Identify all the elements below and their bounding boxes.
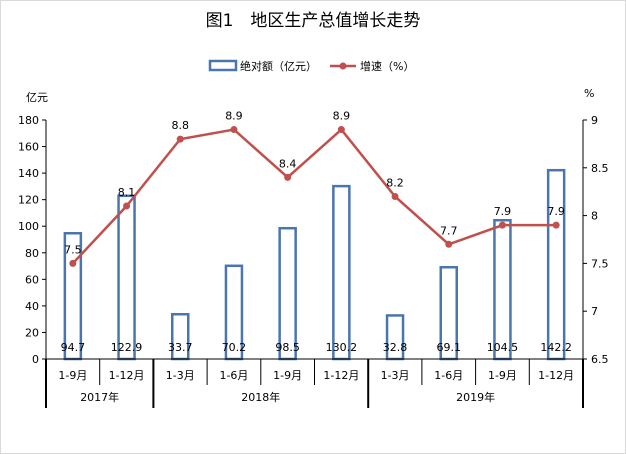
- right-tick-label: 7.5: [591, 257, 609, 270]
- right-tick-label: 6.5: [591, 353, 609, 366]
- right-tick-label: 9: [591, 114, 598, 127]
- growth-point: [176, 135, 184, 143]
- growth-point: [284, 173, 292, 181]
- growth-point: [498, 221, 506, 229]
- bar-value-label: 122.9: [111, 341, 143, 354]
- legend-line-marker: [339, 62, 347, 70]
- growth-value-label: 8.1: [118, 186, 136, 199]
- category-label: 1-6月: [434, 369, 463, 382]
- category-label: 1-12月: [323, 369, 359, 382]
- bar: [332, 184, 351, 361]
- left-tick-label: 160: [18, 141, 39, 154]
- growth-value-label: 8.2: [386, 176, 404, 189]
- growth-value-label: 8.9: [225, 110, 243, 123]
- bar-value-label: 69.1: [437, 341, 462, 354]
- bar-value-label: 70.2: [222, 341, 247, 354]
- right-tick-label: 8.5: [591, 162, 609, 175]
- bar-value-label: 142.2: [540, 341, 572, 354]
- year-label: 2017年: [80, 390, 119, 404]
- right-axis-unit: %: [584, 87, 594, 100]
- bar: [546, 168, 566, 361]
- growth-point: [123, 202, 131, 210]
- bar-value-label: 98.5: [275, 341, 300, 354]
- growth-point: [337, 126, 345, 134]
- chart-title: 图1 地区生产总值增长走势: [206, 11, 421, 31]
- category-label: 1-9月: [58, 369, 87, 382]
- line-series: 7.5 8.1 8.8 8.9 8.4 8.9 8.2 7.7 7.9 7.9: [64, 110, 565, 267]
- bar: [493, 218, 512, 361]
- left-axis-unit: 亿元: [26, 91, 48, 104]
- right-tick-label: 7: [591, 305, 598, 318]
- left-tick-label: 140: [18, 167, 39, 180]
- category-label: 1-3月: [166, 369, 195, 382]
- category-label: 1-9月: [273, 369, 302, 382]
- growth-value-label: 7.9: [494, 205, 512, 218]
- growth-value-label: 8.4: [279, 157, 297, 170]
- bar-value-label: 94.7: [61, 341, 86, 354]
- growth-point: [391, 192, 399, 200]
- category-axis: 1-9月 1-12月 1-3月 1-6月 1-9月 1-12月 1-3月 1-6月 1-9月 1-…: [45, 359, 584, 408]
- growth-value-label: 7.7: [440, 224, 458, 237]
- left-tick-label: 0: [32, 353, 39, 366]
- bar-value-label: 32.8: [383, 341, 408, 354]
- left-tick-label: 60: [25, 273, 39, 286]
- bar: [117, 194, 136, 361]
- year-label: 2018年: [241, 390, 280, 404]
- growth-value-label: 7.5: [64, 243, 82, 256]
- left-tick-label: 180: [18, 114, 39, 127]
- bar-value-label: 130.2: [326, 341, 358, 354]
- year-label: 2019年: [456, 390, 495, 404]
- growth-point: [69, 259, 77, 267]
- right-axis-ticks: 6.5 7 7.5 8 8.5 9: [583, 114, 609, 366]
- growth-point: [445, 240, 453, 248]
- left-tick-label: 40: [25, 300, 39, 313]
- left-tick-label: 20: [25, 326, 39, 339]
- left-tick-label: 100: [18, 220, 39, 233]
- category-label: 1-12月: [109, 369, 145, 382]
- bar-value-label: 104.5: [487, 341, 519, 354]
- left-tick-label: 80: [25, 247, 39, 260]
- growth-value-label: 8.8: [172, 119, 190, 132]
- category-label: 1-12月: [538, 369, 574, 382]
- legend-bar-label: 绝对额（亿元）: [240, 59, 317, 73]
- right-tick-label: 8: [591, 210, 598, 223]
- category-label: 1-3月: [381, 369, 410, 382]
- legend-bar-swatch: [208, 59, 238, 72]
- legend-line-label: 增速（%）: [360, 59, 414, 73]
- left-axis-ticks: 0 20 40 60 80 100 120 140 160 180: [18, 114, 46, 366]
- bar-value-label: 33.7: [168, 341, 193, 354]
- growth-point: [552, 221, 560, 229]
- bar-series: 94.7 122.9 33.7 70.2 98.5 130.2 32.8 69.1 104.5 1…: [61, 168, 572, 361]
- bar: [278, 226, 297, 361]
- category-label: 1-6月: [219, 369, 248, 382]
- left-tick-label: 120: [18, 194, 39, 207]
- growth-point: [230, 126, 238, 134]
- category-label: 1-9月: [488, 369, 517, 382]
- growth-line: [71, 127, 557, 265]
- growth-value-label: 7.9: [547, 205, 565, 218]
- growth-value-label: 8.9: [333, 110, 351, 123]
- legend: 绝对额（亿元） 增速（%）: [208, 59, 414, 73]
